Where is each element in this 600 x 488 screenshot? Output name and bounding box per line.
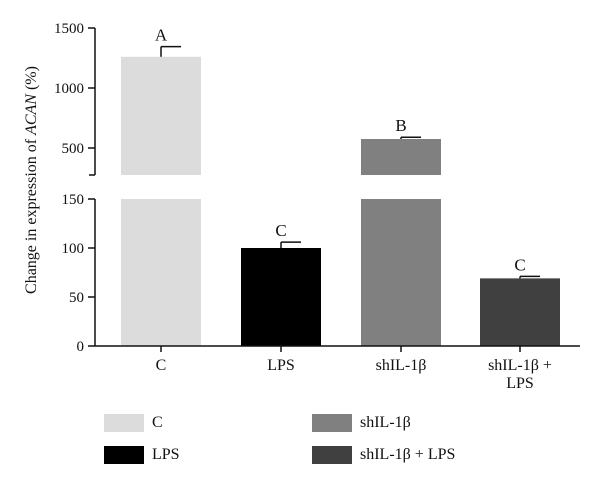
y-tick-150-label: 150	[62, 192, 85, 208]
legend-label-shil1b-lps: shIL-1β + LPS	[360, 446, 456, 463]
bar-1	[241, 248, 321, 346]
y-tick-1000-label: 1000	[54, 81, 84, 97]
y-axis-title: Change in expression of ACAN (%)	[23, 66, 40, 294]
x-tick-label-0: C	[156, 357, 167, 374]
x-tick-label-2: shIL-1β	[376, 357, 427, 374]
bar-0-upper	[121, 56, 201, 175]
bar-chart: A C B C 500 1000 1500 0 50 100 150 C LPS shIL-1β shIL-…	[23, 21, 580, 392]
x-tick-label-3: shIL-1β + LPS	[488, 357, 552, 392]
significance-label-2: B	[395, 116, 406, 135]
bar-0-lower	[121, 199, 201, 346]
legend-swatch-c	[104, 414, 144, 432]
legend-item-c: C	[104, 414, 163, 432]
significance-label-0: A	[155, 26, 168, 45]
legend-label-shil1b: shIL-1β	[360, 414, 411, 431]
bar-2-lower	[361, 199, 441, 346]
legend-swatch-shil1b	[312, 414, 352, 432]
y-tick-0-label: 0	[77, 339, 85, 355]
legend-item-shil1b: shIL-1β	[312, 414, 411, 432]
legend-label-lps: LPS	[152, 446, 180, 463]
legend-label-c: C	[152, 414, 163, 431]
y-tick-50-label: 50	[69, 290, 84, 306]
bar-3	[480, 278, 560, 346]
legend-swatch-lps	[104, 446, 144, 464]
y-tick-1500-label: 1500	[54, 21, 84, 37]
legend-item-lps: LPS	[104, 446, 180, 464]
significance-label-1: C	[275, 221, 286, 240]
significance-label-3: C	[514, 255, 525, 274]
legend-swatch-shil1b-lps	[312, 446, 352, 464]
x-tick-label-1: LPS	[267, 357, 295, 374]
legend-item-shil1b-lps: shIL-1β + LPS	[312, 446, 455, 464]
y-tick-100-label: 100	[62, 241, 85, 257]
y-tick-500-label: 500	[62, 141, 85, 157]
bar-2-upper	[361, 139, 441, 175]
